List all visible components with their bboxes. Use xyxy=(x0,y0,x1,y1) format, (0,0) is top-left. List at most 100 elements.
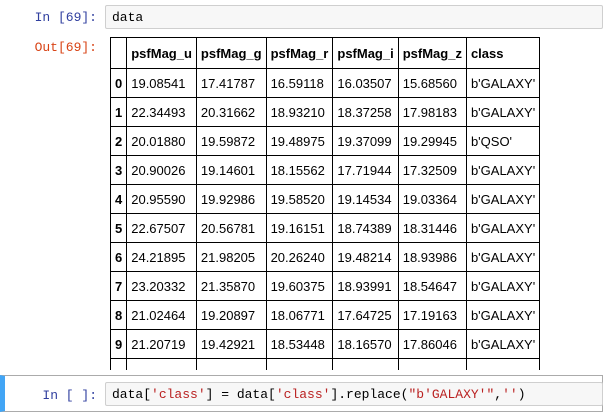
row-index: 8 xyxy=(109,300,128,330)
row-index: 1 xyxy=(109,97,128,127)
table-cell: 17.64725 xyxy=(332,300,399,330)
dataframe: psfMag_u psfMag_g psfMag_r psfMag_i psfMag_z… xyxy=(109,37,541,370)
table-cell: 20.31662 xyxy=(195,97,267,127)
table-cell: 21.35870 xyxy=(195,271,267,301)
table-cell: b'GALAXY' xyxy=(465,184,541,214)
code-token: 'class' xyxy=(151,387,206,402)
table-cell: 17.19163 xyxy=(397,300,467,330)
table-cell: 18.93991 xyxy=(332,271,399,301)
table-cell: 18.53448 xyxy=(265,329,334,359)
table-cell: 17.71944 xyxy=(332,155,399,185)
table-cell: 21.20719 xyxy=(126,329,197,359)
table-cell: 19.29945 xyxy=(397,126,467,156)
table-row: 4 20.95590 19.92986 19.58520 19.14534 19.0336… xyxy=(109,184,541,214)
table-cell: 17.86046 xyxy=(397,329,467,359)
table-cell: b'GALAXY' xyxy=(465,329,541,359)
code-input[interactable]: data xyxy=(105,5,603,29)
table-cell: 23.20332 xyxy=(126,271,197,301)
table-cell: 18.37258 xyxy=(332,97,399,127)
row-index: 0 xyxy=(109,68,128,98)
in-prompt: In [ ]: xyxy=(42,388,97,403)
table-cell: 18.74389 xyxy=(332,213,399,243)
table-cell: 16.59118 xyxy=(265,68,334,98)
code-token: '' xyxy=(502,387,518,402)
code-token: , xyxy=(494,387,503,402)
table-cell: 24.21895 xyxy=(126,242,197,272)
table-row: 9 21.20719 19.42921 18.53448 18.16570 17.8604… xyxy=(109,329,541,359)
table-cell: 19.16151 xyxy=(265,213,334,243)
table-cell: 20.26240 xyxy=(265,242,334,272)
table-cell: 19.08541 xyxy=(126,68,197,98)
table-cell: 19.37099 xyxy=(332,126,399,156)
table-cell xyxy=(126,358,197,370)
table-cell: 17.41787 xyxy=(195,68,267,98)
code-token: ].replace( xyxy=(330,387,409,402)
out-prompt: Out[69]: xyxy=(34,40,97,55)
table-row: 0 19.08541 17.41787 16.59118 16.03507 15.6856… xyxy=(109,68,541,98)
column-header: psfMag_r xyxy=(265,37,334,69)
column-header xyxy=(109,37,128,69)
code-token: data[ xyxy=(112,387,152,402)
code-input[interactable]: data['class'] = data['class'].replace("b… xyxy=(105,382,603,406)
table-cell: 19.42921 xyxy=(195,329,267,359)
table-cell: 17.98183 xyxy=(397,97,467,127)
table-cell: b'GALAXY' xyxy=(465,213,541,243)
table-cell: b'GALAXY' xyxy=(465,97,541,127)
table-row: 5 22.67507 20.56781 19.16151 18.74389 18.3144… xyxy=(109,213,541,243)
table-cell: 18.06771 xyxy=(265,300,334,330)
row-index: 3 xyxy=(109,155,128,185)
table-cell: b'GALAXY' xyxy=(465,242,541,272)
table-cell: b'GALAXY' xyxy=(465,300,541,330)
table-cell: b'QSO' xyxy=(465,126,541,156)
table-cell: 19.60375 xyxy=(265,271,334,301)
table-cell: 21.02464 xyxy=(126,300,197,330)
table-cell: 16.03507 xyxy=(332,68,399,98)
column-header: psfMag_z xyxy=(397,37,467,69)
table-cell: 20.01880 xyxy=(126,126,197,156)
table-cell: 21.98205 xyxy=(195,242,267,272)
table-cell: b'GALAXY' xyxy=(465,155,541,185)
table-cell: 20.90026 xyxy=(126,155,197,185)
code-token: ] = data[ xyxy=(205,387,276,402)
row-index: 9 xyxy=(109,329,128,359)
table-cell: 18.93986 xyxy=(397,242,467,272)
table-cell: 19.58520 xyxy=(265,184,334,214)
table-cell xyxy=(265,358,334,370)
table-cell: 18.15562 xyxy=(265,155,334,185)
column-header: psfMag_g xyxy=(195,37,267,69)
row-index: 7 xyxy=(109,271,128,301)
table-row xyxy=(109,358,541,370)
table-cell: 18.93210 xyxy=(265,97,334,127)
in-prompt: In [69]: xyxy=(34,10,97,25)
table-cell: 19.03364 xyxy=(397,184,467,214)
table-row: 8 21.02464 19.20897 18.06771 17.64725 17.1916… xyxy=(109,300,541,330)
table-cell: b'GALAXY' xyxy=(465,271,541,301)
table-cell xyxy=(332,358,399,370)
table-cell xyxy=(109,358,128,370)
table-cell xyxy=(397,358,467,370)
row-index: 5 xyxy=(109,213,128,243)
table-cell: 19.48214 xyxy=(332,242,399,272)
column-header: class xyxy=(465,37,541,69)
table-cell: 17.32509 xyxy=(397,155,467,185)
table-row: 2 20.01880 19.59872 19.48975 19.37099 19.2994… xyxy=(109,126,541,156)
table-cell: 19.48975 xyxy=(265,126,334,156)
table-cell: 20.95590 xyxy=(126,184,197,214)
table-cell xyxy=(195,358,267,370)
table-cell: 19.59872 xyxy=(195,126,267,156)
table-cell: 19.20897 xyxy=(195,300,267,330)
table-cell: 22.34493 xyxy=(126,97,197,127)
table-cell: 19.92986 xyxy=(195,184,267,214)
column-header: psfMag_i xyxy=(332,37,399,69)
table-row: 1 22.34493 20.31662 18.93210 18.37258 17.9818… xyxy=(109,97,541,127)
code-token: "b'GALAXY'" xyxy=(408,387,495,402)
table-cell: 19.14534 xyxy=(332,184,399,214)
table-cell: 22.67507 xyxy=(126,213,197,243)
table-cell: b'GALAXY' xyxy=(465,68,541,98)
row-index: 2 xyxy=(109,126,128,156)
row-index: 4 xyxy=(109,184,128,214)
table-cell: 18.54647 xyxy=(397,271,467,301)
table-cell: 15.68560 xyxy=(397,68,467,98)
table-cell: 20.56781 xyxy=(195,213,267,243)
